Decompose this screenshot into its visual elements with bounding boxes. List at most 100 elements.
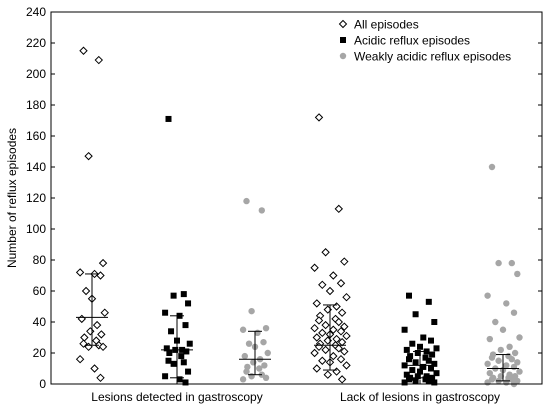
data-point-square <box>176 376 183 383</box>
data-point-diamond <box>80 333 89 342</box>
data-point-diamond <box>98 342 108 352</box>
data-point-circle <box>503 300 510 307</box>
legend-marker-circle <box>339 52 347 60</box>
data-point-square <box>180 359 187 366</box>
data-point-square <box>170 292 177 299</box>
legend-label: Weakly acidic reflux episodes <box>354 50 511 64</box>
data-point-circle <box>256 365 263 372</box>
data-point-diamond <box>325 286 335 296</box>
y-tick-label: 180 <box>26 98 46 112</box>
data-point-square <box>433 370 440 377</box>
data-point-diamond <box>340 257 349 266</box>
y-tick-label: 80 <box>33 253 47 267</box>
data-point-square <box>170 360 177 367</box>
data-point-circle <box>239 376 247 383</box>
data-point-square <box>182 322 189 329</box>
data-point-circle <box>503 362 510 369</box>
data-point-square <box>412 359 419 366</box>
data-point-circle <box>516 368 523 375</box>
data-point-circle <box>262 374 270 381</box>
data-point-circle <box>488 354 496 361</box>
data-point-square <box>165 357 172 364</box>
data-point-square <box>403 371 410 378</box>
data-point-diamond <box>92 320 102 330</box>
y-tick-label: 120 <box>26 191 46 205</box>
data-point-diamond <box>342 292 351 302</box>
data-point-diamond <box>321 345 330 355</box>
data-point-circle <box>495 259 502 267</box>
data-point-circle <box>514 270 521 278</box>
data-point-diamond <box>337 375 347 384</box>
data-point-circle <box>245 340 253 347</box>
data-point-diamond <box>96 271 105 280</box>
data-point-circle <box>506 343 513 350</box>
y-tick-label: 240 <box>26 5 46 19</box>
data-point-circle <box>497 346 504 354</box>
data-point-diamond <box>310 348 319 358</box>
data-point-square <box>162 309 169 316</box>
data-point-diamond <box>312 333 322 342</box>
data-point-square <box>162 373 169 380</box>
data-point-square <box>428 365 434 372</box>
data-point-diamond <box>314 113 324 122</box>
data-point-diamond <box>312 299 322 308</box>
data-point-square <box>422 354 429 361</box>
data-point-diamond <box>321 248 330 257</box>
data-point-diamond <box>94 55 104 65</box>
data-point-diamond <box>329 271 338 280</box>
data-point-square <box>185 368 192 375</box>
data-point-square <box>406 292 412 299</box>
data-point-square <box>422 376 429 383</box>
data-point-diamond <box>334 204 344 214</box>
data-point-diamond <box>340 322 349 331</box>
data-point-square <box>185 300 192 307</box>
data-point-square <box>429 374 436 381</box>
data-point-square <box>178 353 185 360</box>
data-point-square <box>180 291 187 298</box>
y-tick-label: 0 <box>39 377 46 391</box>
data-points <box>75 46 523 388</box>
data-point-square <box>406 376 412 383</box>
y-axis-title: Number of reflux episodes <box>5 128 19 268</box>
data-point-diamond <box>310 263 319 272</box>
data-point-square <box>166 350 173 356</box>
data-point-square <box>425 357 432 364</box>
data-point-square <box>409 340 416 347</box>
data-point-diamond <box>97 330 106 339</box>
data-point-diamond <box>337 308 347 317</box>
data-point-circle <box>250 359 257 366</box>
data-point-square <box>183 348 190 355</box>
data-point-diamond <box>334 317 344 327</box>
data-point-circle <box>492 318 499 326</box>
data-point-diamond <box>329 325 338 334</box>
y-tick-label: 200 <box>26 67 46 81</box>
data-point-circle <box>484 379 491 386</box>
data-point-circle <box>510 363 518 371</box>
data-point-square <box>186 340 193 347</box>
legend-marker-diamond <box>338 19 348 29</box>
data-point-circle <box>260 338 267 346</box>
data-point-circle <box>495 357 502 364</box>
data-point-square <box>401 326 408 333</box>
data-point-diamond <box>340 347 349 356</box>
data-point-diamond <box>332 302 341 311</box>
data-point-diamond <box>75 268 85 277</box>
x-category-label: Lack of lesions in gastroscopy <box>340 390 500 404</box>
data-point-circle <box>248 307 255 315</box>
data-point-square <box>407 353 414 360</box>
data-point-square <box>431 319 438 325</box>
data-point-square <box>425 377 432 384</box>
data-point-diamond <box>336 354 346 364</box>
data-point-diamond <box>100 308 109 317</box>
data-point-circle <box>243 197 250 205</box>
data-point-diamond <box>336 327 346 336</box>
data-point-diamond <box>96 373 105 383</box>
y-tick-label: 20 <box>33 346 47 360</box>
data-point-diamond <box>336 279 346 288</box>
data-point-square <box>401 379 408 386</box>
data-point-circle <box>264 349 271 357</box>
data-point-circle <box>511 349 519 357</box>
data-point-square <box>431 360 438 367</box>
data-point-circle <box>510 309 518 316</box>
data-point-square <box>420 363 427 370</box>
